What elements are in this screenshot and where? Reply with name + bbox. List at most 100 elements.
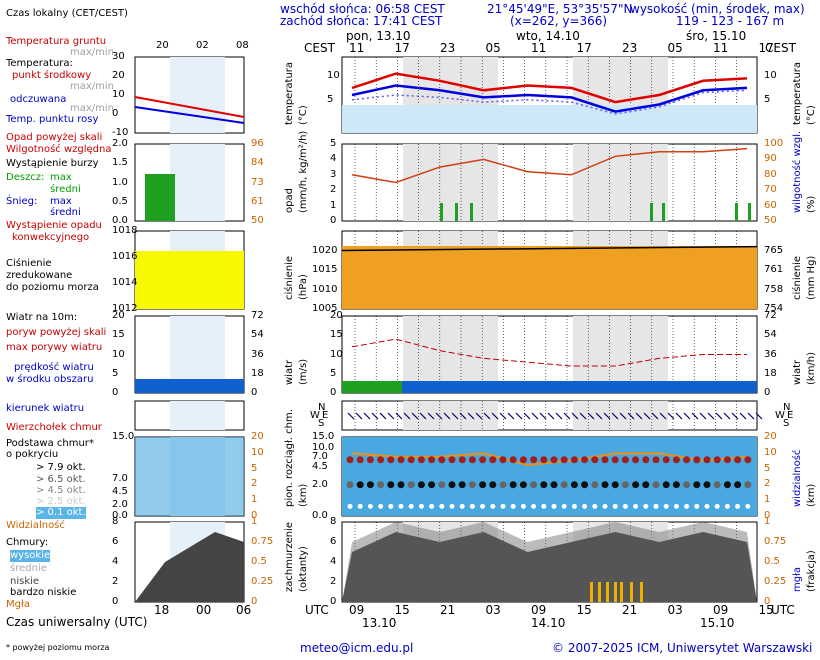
fog-tick: 0 xyxy=(764,596,771,607)
wind-arrow xyxy=(635,412,643,420)
left-tick: 30 xyxy=(112,51,125,62)
axis-title-right: mgła xyxy=(792,566,803,592)
left-tick-r: 0 xyxy=(251,596,258,607)
bottom-hour-label: 15 xyxy=(758,603,774,617)
left-tick: 0 xyxy=(112,596,119,607)
left-tick-r: 0 xyxy=(251,510,258,521)
temp-series-2 xyxy=(351,89,748,115)
windkmh-tick: 18 xyxy=(764,367,777,379)
cloud-base-dot xyxy=(489,456,497,464)
cloud-base-dot xyxy=(652,481,660,489)
wind-arrow xyxy=(451,412,459,420)
left-tick: 0 xyxy=(112,108,119,119)
cloud-base-dot xyxy=(499,481,507,489)
cloud-base-dot xyxy=(540,481,548,489)
wind-arrow xyxy=(555,412,563,420)
cloud-base-dot xyxy=(398,503,404,509)
left-tick: 1012 xyxy=(112,303,138,314)
left-tick-r: 10 xyxy=(251,446,264,458)
height-label: wysokość (min, środek, max) xyxy=(630,2,805,16)
wind-tick: 0 xyxy=(330,387,337,398)
cloud-base-dot xyxy=(479,456,487,464)
cloud-base-dot xyxy=(531,503,537,509)
axis-title-left-unit: (m/s) xyxy=(298,358,309,385)
precip-tick: 1 xyxy=(330,199,337,211)
gust-line xyxy=(351,338,747,367)
compass-n: N xyxy=(318,402,326,413)
left-tick: 1016 xyxy=(112,251,138,262)
left-wind-area xyxy=(135,379,244,393)
cloud-base-dot xyxy=(570,456,578,464)
cloud-base-dot xyxy=(611,481,619,489)
left-tick: -10 xyxy=(112,127,129,138)
cloud-base-dot xyxy=(642,456,650,464)
wind-arrow xyxy=(659,412,667,420)
day-label-1: pon, 13.10 xyxy=(346,29,411,43)
cloud-base-dot xyxy=(541,503,547,509)
legend-rain: Deszcz: xyxy=(6,172,45,183)
left-hour-20: 20 xyxy=(156,40,169,51)
cloud-base-dot xyxy=(622,503,628,509)
footnote: * powyżej poziomu morza xyxy=(6,643,110,652)
wind-arrow xyxy=(739,412,747,420)
wind-arrow xyxy=(603,412,611,420)
cloud-base-dot xyxy=(672,481,680,489)
wind-arrow xyxy=(731,412,739,420)
pressure-line xyxy=(341,245,758,252)
wind-arrow xyxy=(683,412,691,420)
axis-title-left: temperatura xyxy=(284,61,295,125)
precip-tick: 2 xyxy=(330,184,337,196)
cloud-base-dot xyxy=(611,456,619,464)
bottom-hour-label: 15 xyxy=(576,603,592,617)
cloud-base-dot xyxy=(570,481,578,489)
cloud-base-dot xyxy=(530,456,538,464)
cloud-base-dot xyxy=(621,481,629,489)
left-band xyxy=(170,57,225,133)
left-tick: 6 xyxy=(112,536,119,547)
cloud-base-dot xyxy=(480,503,486,509)
cov-tick: 4 xyxy=(330,556,337,567)
left-tick-r: 50 xyxy=(251,215,264,226)
windkmh-tick: 72 xyxy=(764,310,777,321)
legend-humidity: Wilgotność względna xyxy=(6,144,112,155)
windkmh-tick: 36 xyxy=(764,348,777,360)
wind-arrow xyxy=(419,412,427,420)
left-tick-r: 2 xyxy=(251,478,258,490)
cloud-base-dot xyxy=(449,503,455,509)
left-cloud-area xyxy=(135,532,244,602)
legend-snow-avg: średni xyxy=(50,207,81,218)
cloud-base-dot xyxy=(490,503,496,509)
humidity-tick: 100 xyxy=(764,138,784,149)
left-tick: 2 xyxy=(112,576,119,587)
wind-arrow xyxy=(675,412,683,420)
left-tick: 20 xyxy=(112,70,125,81)
wind-arrow xyxy=(507,412,515,420)
footer-copyright: © 2007-2025 ICM, Uniwersytet Warszawski xyxy=(552,641,813,655)
cloud-base-dot xyxy=(530,481,538,489)
pressmm-tick: 761 xyxy=(764,264,784,275)
cloud-base-dot xyxy=(642,481,650,489)
left-tick-r: 1 xyxy=(251,516,258,527)
cloud-base-dot xyxy=(346,481,354,489)
left-tick-r: 72 xyxy=(251,310,264,321)
top-hour-label: 11 xyxy=(349,41,365,55)
axis-title-left: opad xyxy=(284,187,295,213)
left-temp-line xyxy=(134,96,245,118)
cloud-base-dot xyxy=(551,503,557,509)
cloud-base-dot xyxy=(673,503,679,509)
cloud-cover-mid xyxy=(342,522,757,602)
cloud-base-dot xyxy=(428,456,436,464)
compass-e: E xyxy=(322,410,329,421)
wind-arrow xyxy=(395,412,403,420)
cloud-base-dot xyxy=(581,481,589,489)
left-tick: 2.0 xyxy=(112,499,128,511)
fog-tick: 0.75 xyxy=(764,536,787,547)
cloud-base-dot xyxy=(500,503,506,509)
cloud-base-dot xyxy=(499,456,507,464)
footer-email[interactable]: meteo@icm.edu.pl xyxy=(300,641,414,655)
cloud-base-dot xyxy=(592,503,598,509)
cloud-base-dot xyxy=(723,456,731,464)
left-tick-r: 0.5 xyxy=(251,556,267,567)
left-tick-r: 54 xyxy=(251,329,264,341)
